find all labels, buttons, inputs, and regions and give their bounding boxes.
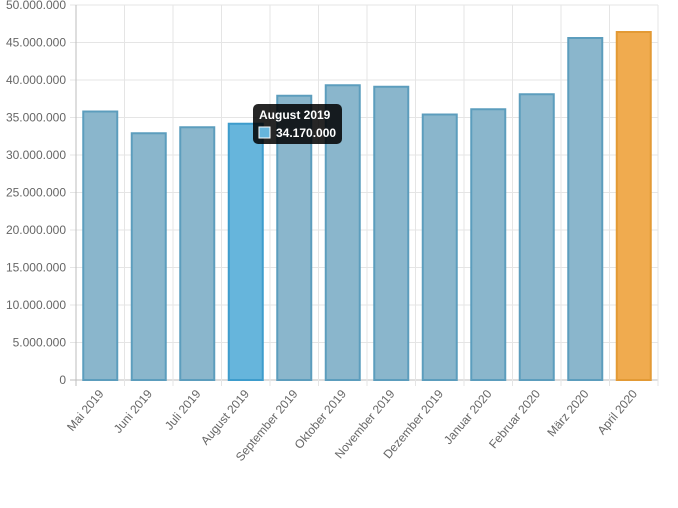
x-tick-label: Juli 2019: [162, 387, 204, 433]
x-tick-label: Mai 2019: [64, 387, 107, 434]
y-axis-ticks: 0 5.000.000 10.000.000 15.000.000 20.000.000…: [6, 0, 66, 387]
y-tick-label: 35.000.000: [6, 111, 66, 125]
bar[interactable]: [227, 122, 264, 381]
bar[interactable]: [615, 31, 652, 381]
grid-lines: [70, 4, 659, 386]
y-tick-label: 0: [59, 373, 66, 387]
bar[interactable]: [179, 126, 216, 381]
x-tick-label: Januar 2020: [441, 387, 495, 447]
y-tick-label: 40.000.000: [6, 73, 66, 87]
y-tick-label: 15.000.000: [6, 261, 66, 275]
bar[interactable]: [421, 113, 458, 381]
y-tick-label: 30.000.000: [6, 148, 66, 162]
bar[interactable]: [82, 110, 119, 381]
tooltip-background: [253, 104, 342, 144]
tooltip-swatch: [258, 126, 271, 139]
bar[interactable]: [518, 93, 555, 381]
bar[interactable]: [130, 132, 167, 381]
y-tick-label: 20.000.000: [6, 223, 66, 237]
y-tick-label: 5.000.000: [13, 336, 67, 350]
bars: [82, 31, 652, 381]
tooltip-title: August 2019: [259, 108, 331, 122]
tooltip: August 2019 34.170.000: [253, 104, 342, 144]
x-tick-label: Juni 2019: [111, 387, 155, 436]
y-tick-label: 50.000.000: [6, 0, 66, 12]
bar[interactable]: [567, 37, 604, 381]
y-tick-label: 45.000.000: [6, 36, 66, 50]
x-tick-label: März 2020: [544, 387, 591, 440]
x-tick-label: Februar 2020: [486, 387, 543, 451]
tooltip-value: 34.170.000: [276, 126, 336, 140]
bar[interactable]: [373, 85, 410, 381]
bar[interactable]: [470, 108, 507, 381]
y-tick-label: 25.000.000: [6, 186, 66, 200]
y-tick-label: 10.000.000: [6, 298, 66, 312]
x-tick-label: August 2019: [198, 387, 252, 448]
x-tick-label: April 2020: [595, 387, 641, 438]
